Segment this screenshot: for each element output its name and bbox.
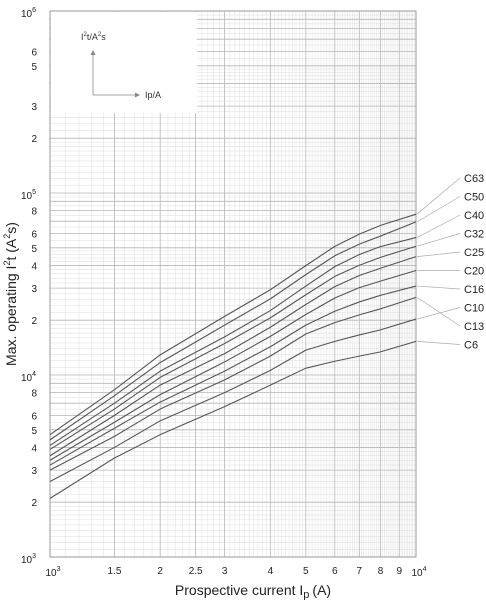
series-label-c50: C50 (464, 192, 484, 204)
leader-line-c25 (416, 251, 461, 257)
y-tick-label: 104 (21, 371, 36, 384)
y-tick-label: 2 (31, 316, 37, 327)
x-tick-label: 103 (45, 566, 60, 579)
inset-y-label: I2t/A2s (81, 32, 106, 42)
x-tick-label: 8 (378, 566, 384, 577)
series-label-c6: C6 (464, 340, 478, 352)
x-tick-label: 104 (411, 566, 426, 579)
x-tick-label: 2.5 (189, 566, 203, 577)
series-line-c40 (49, 237, 417, 446)
y-tick-label: 3 (31, 284, 37, 295)
x-tick-label: 9 (396, 566, 402, 577)
series-line-c25 (49, 256, 417, 457)
x-axis-title: Prospective current Ip (A) (175, 582, 331, 600)
y-tick-label: 5 (31, 244, 37, 255)
leader-line-c10 (416, 307, 461, 320)
y-tick-label: 8 (31, 389, 37, 400)
leader-line-c50 (416, 196, 461, 223)
x-tick-label: 4 (268, 566, 274, 577)
y-tick-label: 4 (31, 443, 37, 454)
series-line-c10 (49, 318, 417, 482)
y-tick-label: 105 (21, 189, 36, 202)
y-tick-label: 4 (31, 261, 37, 272)
series-labels: C63 C50 C40 C32 C25 C20 C16 C10 C13 C6 (464, 173, 484, 352)
grid-minor (50, 11, 416, 557)
series-label-c20: C20 (464, 266, 484, 278)
inset-y-arrow-icon (90, 50, 96, 55)
y-tick-label: 3 (31, 102, 37, 113)
y-tick-label: 103 (21, 553, 36, 566)
y-tick-label: 2 (31, 134, 37, 145)
y-tick-label: 5 (31, 62, 37, 73)
series-label-c40: C40 (464, 210, 484, 222)
y-tick-label: 2 (31, 498, 37, 509)
y-tick-label: 106 (21, 7, 36, 20)
leader-line-c16 (416, 285, 461, 290)
x-tick-labels: 103 1.5 2 2.5 3 4 5 6 7 8 9 104 (45, 566, 426, 579)
x-tick-label: 7 (357, 566, 363, 577)
series-line-c63 (49, 213, 417, 436)
series-line-c16 (49, 285, 417, 466)
inset-x-arrow-icon (135, 92, 140, 98)
y-axis-title: Max. operating I2t (A2s) (2, 222, 19, 366)
leader-line-c40 (416, 214, 461, 238)
series-label-c32: C32 (464, 229, 484, 241)
y-tick-label: 8 (31, 207, 37, 218)
y-tick-label: 5 (31, 426, 37, 437)
series-line-c20 (49, 270, 417, 461)
y-tick-label: 6 (31, 47, 37, 58)
series-label-c10: C10 (464, 303, 484, 315)
inset-x-label: Ip/A (145, 90, 161, 100)
inset-box (51, 12, 197, 113)
series-line-c50 (49, 221, 417, 441)
leader-line-c13 (416, 297, 461, 327)
plot-frame (49, 10, 417, 558)
x-tick-label: 6 (332, 566, 338, 577)
y-tick-labels: 103 2 3 4 5 6 8 104 2 3 4 5 6 8 105 2 3 5 6 106 (21, 7, 37, 566)
inset-axes-key: I2t/A2s Ip/A (81, 32, 161, 100)
x-tick-label: 3 (222, 566, 228, 577)
x-tick-label: 5 (303, 566, 309, 577)
y-tick-label: 6 (31, 229, 37, 240)
series-label-c25: C25 (464, 247, 484, 259)
x-tick-label: 2 (157, 566, 163, 577)
series-line-c32 (49, 245, 417, 450)
leader-line-c6 (416, 341, 461, 345)
series-lines (49, 213, 417, 499)
y-tick-label: 3 (31, 466, 37, 477)
leader-line-c32 (416, 233, 461, 247)
leader-line-c63 (416, 177, 461, 215)
series-line-c13 (49, 296, 417, 471)
label-leaders (416, 177, 461, 345)
series-label-c16: C16 (464, 284, 484, 296)
series-label-c13: C13 (464, 321, 484, 333)
y-tick-label: 6 (31, 411, 37, 422)
series-line-c6 (49, 340, 417, 499)
series-label-c63: C63 (464, 173, 484, 185)
x-tick-label: 1.5 (107, 566, 121, 577)
